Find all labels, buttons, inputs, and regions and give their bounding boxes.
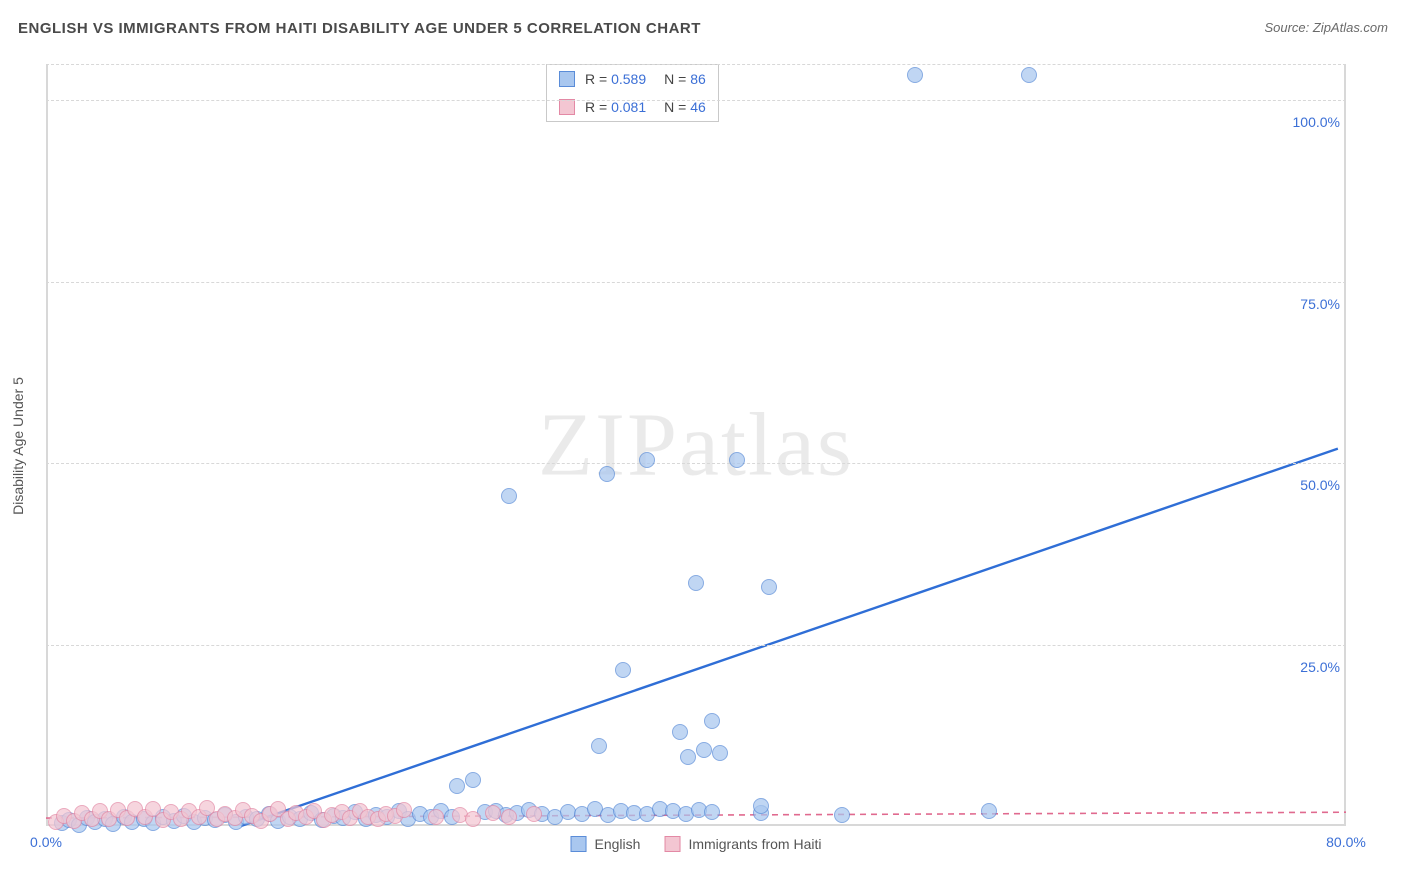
chart-container: ENGLISH VS IMMIGRANTS FROM HAITI DISABIL… — [0, 0, 1406, 892]
y-tick-label: 75.0% — [1300, 296, 1340, 312]
scatter-point — [599, 466, 615, 482]
legend-label: English — [595, 836, 641, 852]
legend-swatch — [571, 836, 587, 852]
n-value: 86 — [690, 71, 706, 87]
legend-item: English — [571, 836, 641, 852]
y-axis-label: Disability Age Under 5 — [10, 377, 26, 515]
legend-item: Immigrants from Haiti — [664, 836, 821, 852]
y-tick-label: 25.0% — [1300, 659, 1340, 675]
correlation-row: R = 0.589 N = 86 — [547, 65, 718, 93]
source-label: Source: — [1264, 20, 1312, 35]
r-value: 0.081 — [611, 99, 646, 115]
gridline — [46, 645, 1346, 646]
correlation-box: R = 0.589 N = 86 R = 0.081 N = 46 — [546, 64, 719, 122]
gridline — [46, 463, 1346, 464]
scatter-point — [753, 798, 769, 814]
x-tick-label: 0.0% — [30, 834, 62, 850]
gridline — [46, 282, 1346, 283]
r-label: R = 0.081 — [585, 99, 646, 115]
scatter-point — [396, 802, 412, 818]
r-label: R = 0.589 — [585, 71, 646, 87]
r-value: 0.589 — [611, 71, 646, 87]
scatter-point — [615, 662, 631, 678]
source-attribution: Source: ZipAtlas.com — [1264, 20, 1388, 35]
scatter-point — [485, 805, 501, 821]
scatter-point — [680, 749, 696, 765]
scatter-point — [688, 575, 704, 591]
scatter-point — [696, 742, 712, 758]
title-bar: ENGLISH VS IMMIGRANTS FROM HAITI DISABIL… — [18, 20, 1388, 46]
scatter-point — [761, 579, 777, 595]
scatter-point — [526, 806, 542, 822]
scatter-point — [729, 452, 745, 468]
n-label: N = 46 — [664, 99, 706, 115]
trend-line — [241, 449, 1338, 826]
correlation-row: R = 0.081 N = 46 — [547, 93, 718, 121]
y-tick-label: 50.0% — [1300, 477, 1340, 493]
series-legend: English Immigrants from Haiti — [571, 836, 822, 852]
n-label: N = 86 — [664, 71, 706, 87]
scatter-point — [981, 803, 997, 819]
series-swatch — [559, 71, 575, 87]
scatter-point — [704, 713, 720, 729]
scatter-point — [1021, 67, 1037, 83]
legend-label: Immigrants from Haiti — [688, 836, 821, 852]
scatter-point — [672, 724, 688, 740]
gridline — [46, 100, 1346, 101]
y-tick-label: 100.0% — [1293, 114, 1340, 130]
x-tick-label: 80.0% — [1326, 834, 1366, 850]
scatter-point — [639, 452, 655, 468]
legend-swatch — [664, 836, 680, 852]
source-name: ZipAtlas.com — [1313, 20, 1388, 35]
chart-title: ENGLISH VS IMMIGRANTS FROM HAITI DISABIL… — [18, 20, 701, 37]
scatter-point — [465, 772, 481, 788]
scatter-point — [501, 809, 517, 825]
series-swatch — [559, 99, 575, 115]
n-value: 46 — [690, 99, 706, 115]
trend-lines-layer — [46, 64, 1346, 826]
scatter-point — [560, 804, 576, 820]
gridline — [46, 64, 1346, 65]
plot-area: ZIPatlas R = 0.589N = 86R = 0.081N = 46 … — [46, 64, 1346, 826]
scatter-point — [501, 488, 517, 504]
scatter-point — [591, 738, 607, 754]
